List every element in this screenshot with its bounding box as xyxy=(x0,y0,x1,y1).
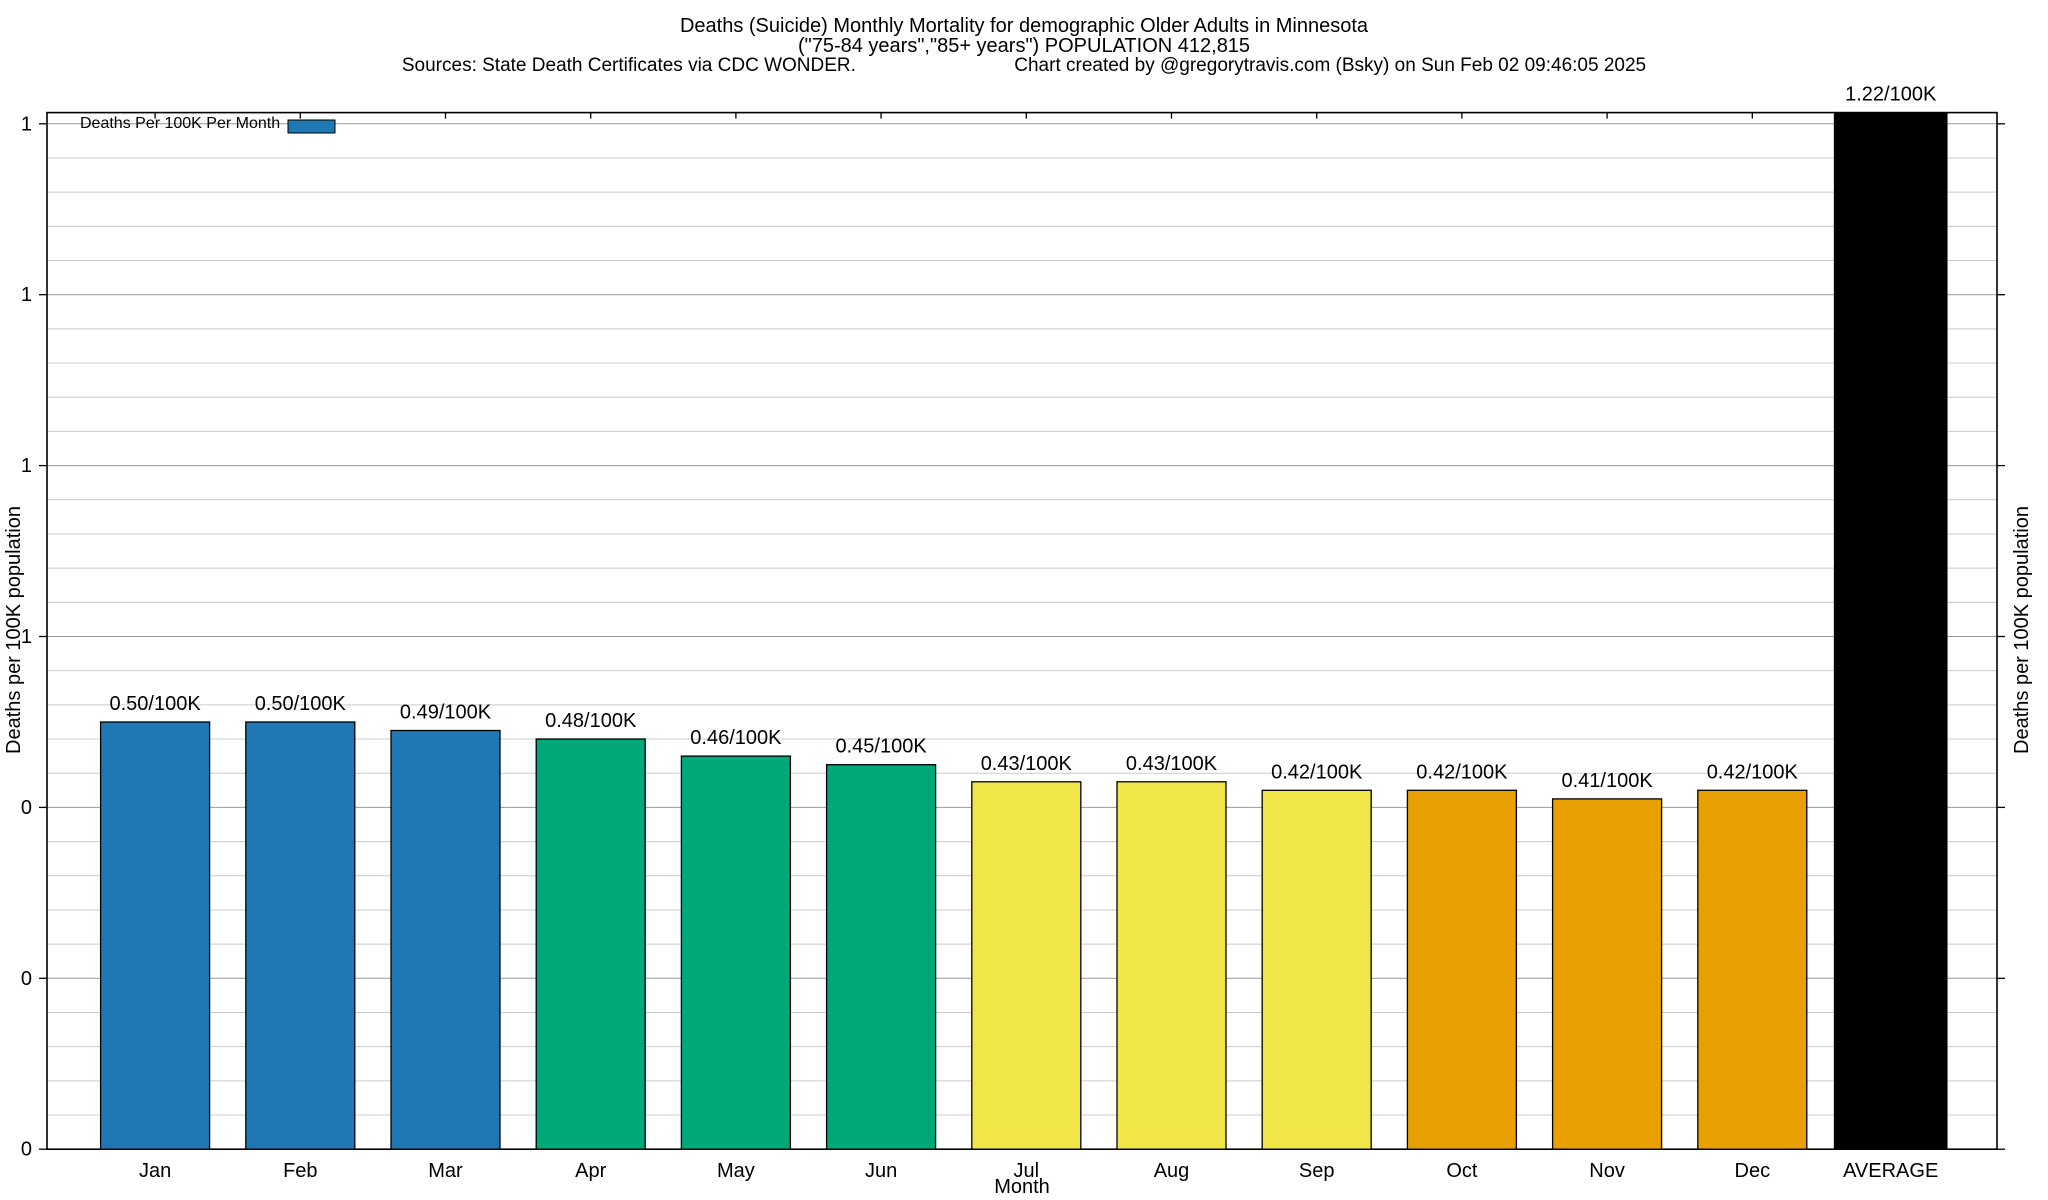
svg-text:Deaths Per 100K Per Month: Deaths Per 100K Per Month xyxy=(80,115,280,132)
svg-text:Sources: State Death Certifica: Sources: State Death Certificates via CD… xyxy=(402,55,1646,76)
svg-text:0.49/100K: 0.49/100K xyxy=(400,702,492,724)
svg-text:Aug: Aug xyxy=(1154,1160,1190,1182)
svg-text:1: 1 xyxy=(21,284,32,306)
svg-text:Month: Month xyxy=(994,1176,1050,1198)
svg-text:1: 1 xyxy=(21,113,32,135)
svg-text:Jan: Jan xyxy=(139,1160,171,1182)
svg-text:Feb: Feb xyxy=(283,1160,317,1182)
svg-text:AVERAGE: AVERAGE xyxy=(1843,1160,1938,1182)
svg-text:Deaths per 100K population: Deaths per 100K population xyxy=(3,506,25,754)
svg-text:("75-84 years","85+ years") PO: ("75-84 years","85+ years") POPULATION 4… xyxy=(798,35,1250,57)
svg-text:0: 0 xyxy=(21,797,32,819)
svg-text:Deaths (Suicide) Monthly Morta: Deaths (Suicide) Monthly Mortality for d… xyxy=(680,15,1369,37)
svg-text:Oct: Oct xyxy=(1446,1160,1478,1182)
svg-text:0.42/100K: 0.42/100K xyxy=(1271,761,1363,783)
svg-text:0.45/100K: 0.45/100K xyxy=(835,736,927,758)
svg-text:0.48/100K: 0.48/100K xyxy=(545,710,637,732)
svg-text:0.42/100K: 0.42/100K xyxy=(1707,761,1799,783)
svg-text:Apr: Apr xyxy=(575,1160,606,1182)
svg-text:0.43/100K: 0.43/100K xyxy=(981,753,1073,775)
svg-text:0: 0 xyxy=(21,1139,32,1161)
svg-text:0.43/100K: 0.43/100K xyxy=(1126,753,1218,775)
svg-text:1.22/100K: 1.22/100K xyxy=(1845,84,1937,106)
svg-text:0.42/100K: 0.42/100K xyxy=(1416,761,1508,783)
svg-text:0.46/100K: 0.46/100K xyxy=(690,727,782,749)
svg-text:Nov: Nov xyxy=(1589,1160,1625,1182)
svg-text:0.50/100K: 0.50/100K xyxy=(255,693,347,715)
svg-text:May: May xyxy=(717,1160,755,1182)
svg-text:Mar: Mar xyxy=(428,1160,463,1182)
svg-text:1: 1 xyxy=(21,455,32,477)
svg-text:0.50/100K: 0.50/100K xyxy=(109,693,201,715)
svg-text:Sep: Sep xyxy=(1299,1160,1335,1182)
svg-text:0: 0 xyxy=(21,968,32,990)
svg-text:0.41/100K: 0.41/100K xyxy=(1561,770,1653,792)
svg-text:Dec: Dec xyxy=(1735,1160,1771,1182)
svg-text:Deaths per 100K population: Deaths per 100K population xyxy=(2011,506,2033,754)
svg-text:Jun: Jun xyxy=(865,1160,897,1182)
